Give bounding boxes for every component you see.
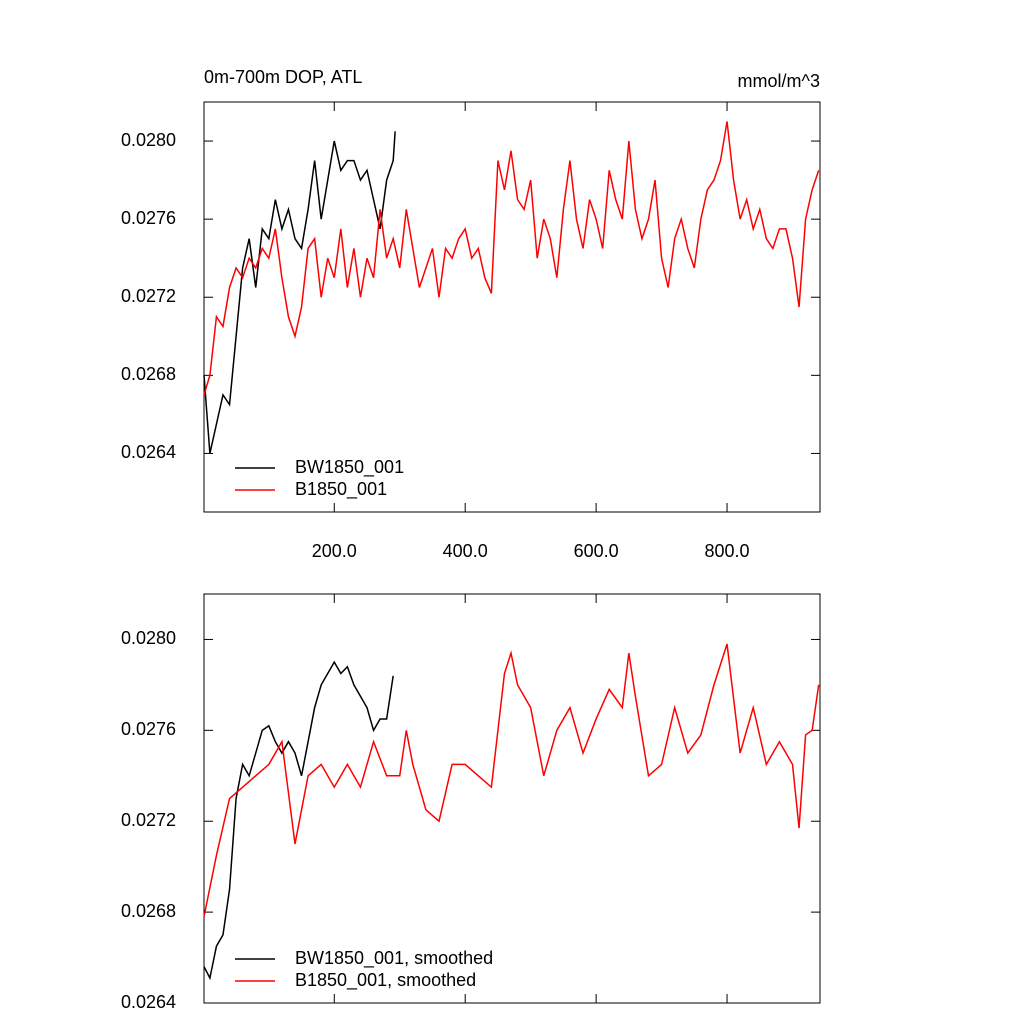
plot-frame [203, 101, 821, 513]
x-tick-label: 600.0 [574, 541, 619, 561]
y-tick-label: 0.0272 [121, 810, 176, 830]
x-tick-label: 400.0 [443, 541, 488, 561]
legend-label: B1850_001 [295, 479, 387, 500]
y-tick-label: 0.0268 [121, 901, 176, 921]
chart-title: 0m-700m DOP, ATL [204, 67, 362, 87]
y-tick-label: 0.0268 [121, 364, 176, 384]
y-tick-label: 0.0280 [121, 130, 176, 150]
y-tick-label: 0.0272 [121, 286, 176, 306]
data-line [203, 660, 394, 981]
legend-label: B1850_001, smoothed [295, 970, 476, 991]
x-tick-label: 200.0 [312, 541, 357, 561]
x-tick-label: 800.0 [705, 541, 750, 561]
y-tick-label: 0.0276 [121, 208, 176, 228]
y-tick-label: 0.0264 [121, 442, 176, 462]
data-line [203, 643, 820, 917]
legend-label: BW1850_001, smoothed [295, 948, 493, 969]
data-line [203, 121, 820, 396]
y-tick-label: 0.0276 [121, 719, 176, 739]
data-line [203, 131, 396, 454]
y-tick-label: 0.0280 [121, 628, 176, 648]
plot-frame [203, 593, 821, 1004]
units-label: mmol/m^3 [738, 71, 820, 91]
y-tick-label: 0.0264 [121, 992, 176, 1012]
legend-label: BW1850_001 [295, 457, 404, 478]
